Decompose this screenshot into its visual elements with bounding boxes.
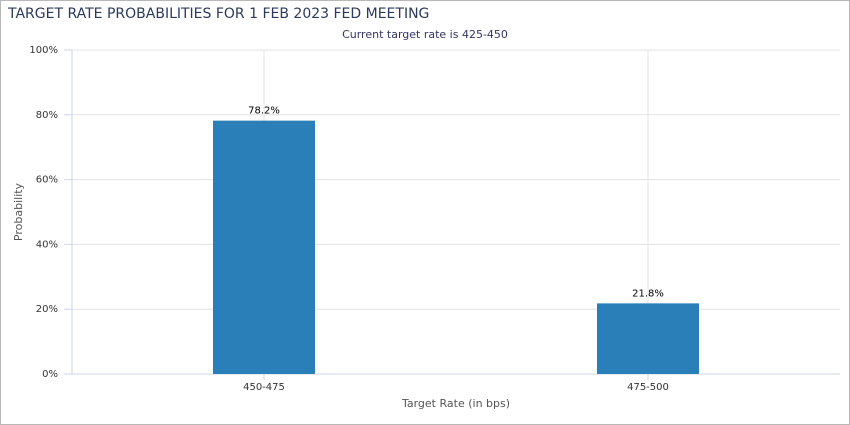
y-tick-label: 80% [36,110,58,121]
bar [597,303,699,374]
y-axis-label: Probability [12,182,25,241]
y-tick-label: 40% [36,239,58,250]
y-tick-label: 100% [29,45,58,56]
x-tick-label: 450-475 [243,382,285,393]
y-tick-label: 20% [36,304,58,315]
y-tick-label: 0% [42,369,58,380]
y-tick-label: 60% [36,175,58,186]
chart-subtitle: Current target rate is 425-450 [342,28,508,41]
bar [213,120,315,374]
x-axis-label: Target Rate (in bps) [401,397,510,410]
chart-title: TARGET RATE PROBABILITIES FOR 1 FEB 2023… [7,6,429,22]
data-label: 78.2% [248,106,280,117]
data-label: 21.8% [632,288,664,299]
x-tick-label: 475-500 [627,382,669,393]
